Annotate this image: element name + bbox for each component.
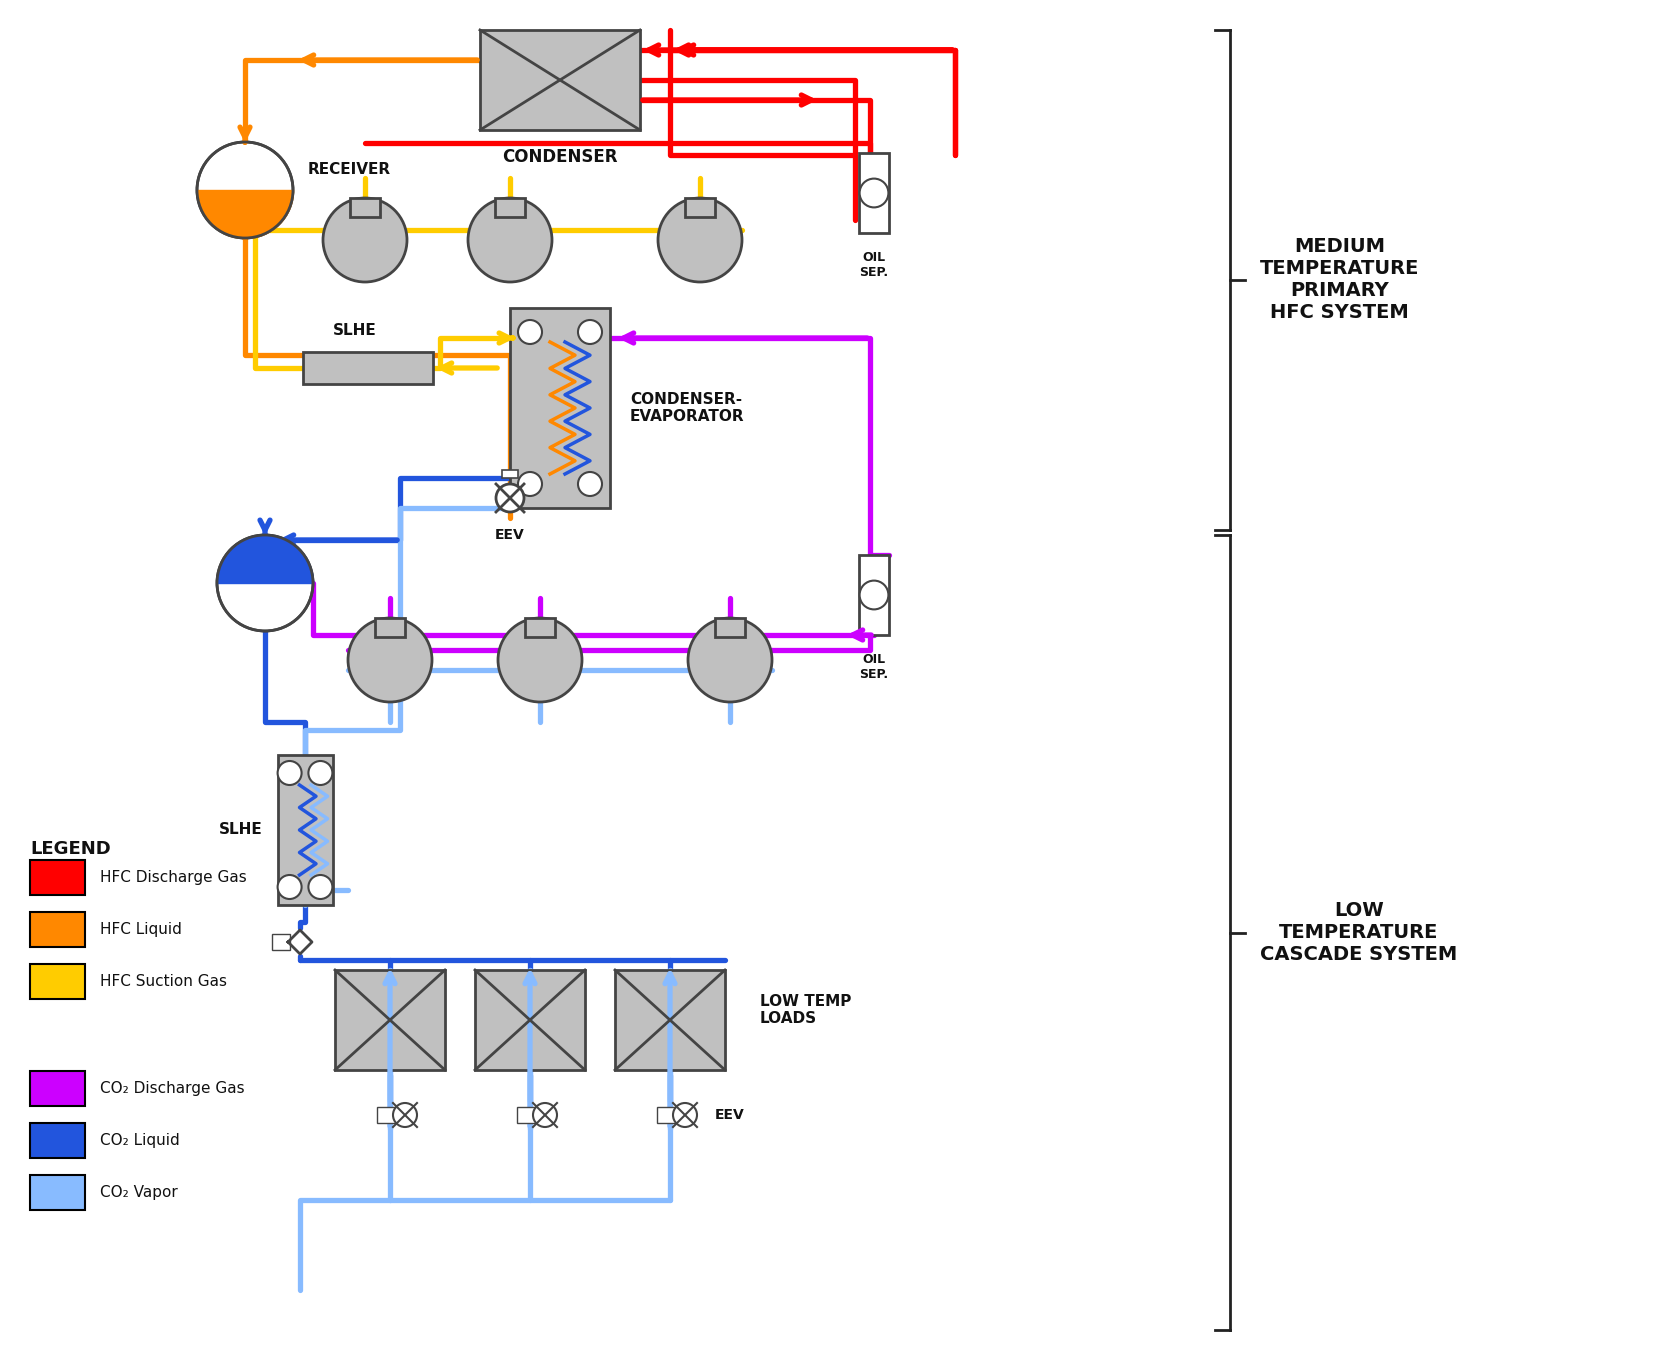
Text: OIL
SEP.: OIL SEP.: [859, 653, 888, 681]
Circle shape: [496, 484, 524, 512]
Text: SLHE: SLHE: [219, 822, 263, 837]
FancyBboxPatch shape: [375, 618, 405, 637]
FancyBboxPatch shape: [518, 1107, 538, 1123]
Circle shape: [394, 1103, 417, 1128]
FancyBboxPatch shape: [271, 934, 290, 949]
FancyBboxPatch shape: [30, 1071, 85, 1106]
Text: CONDENSER: CONDENSER: [502, 148, 618, 166]
FancyBboxPatch shape: [30, 912, 85, 947]
Text: RECEIVER: RECEIVER: [308, 163, 392, 178]
FancyBboxPatch shape: [502, 470, 518, 478]
FancyBboxPatch shape: [30, 1175, 85, 1210]
Text: HFC Liquid: HFC Liquid: [100, 922, 183, 937]
Text: HFC Suction Gas: HFC Suction Gas: [100, 974, 228, 989]
Circle shape: [658, 199, 742, 282]
FancyBboxPatch shape: [715, 618, 745, 637]
Circle shape: [578, 473, 601, 496]
Circle shape: [348, 618, 432, 701]
Text: LOW TEMP
LOADS: LOW TEMP LOADS: [760, 993, 851, 1026]
FancyBboxPatch shape: [278, 755, 333, 906]
Text: CO₂ Vapor: CO₂ Vapor: [100, 1185, 178, 1200]
Circle shape: [518, 321, 543, 344]
FancyBboxPatch shape: [303, 352, 434, 384]
Text: LEGEND: LEGEND: [30, 840, 111, 858]
Circle shape: [688, 618, 772, 701]
Text: MEDIUM
TEMPERATURE
PRIMARY
HFC SYSTEM: MEDIUM TEMPERATURE PRIMARY HFC SYSTEM: [1260, 237, 1419, 322]
Circle shape: [278, 875, 302, 899]
FancyBboxPatch shape: [685, 199, 715, 216]
FancyBboxPatch shape: [526, 618, 554, 637]
FancyBboxPatch shape: [476, 970, 585, 1070]
Circle shape: [218, 536, 313, 632]
FancyBboxPatch shape: [481, 30, 640, 130]
Text: LOW
TEMPERATURE
CASCADE SYSTEM: LOW TEMPERATURE CASCADE SYSTEM: [1260, 901, 1457, 964]
FancyBboxPatch shape: [335, 970, 446, 1070]
FancyBboxPatch shape: [657, 1107, 677, 1123]
Circle shape: [323, 199, 407, 282]
FancyBboxPatch shape: [615, 970, 725, 1070]
FancyBboxPatch shape: [496, 199, 524, 216]
FancyBboxPatch shape: [30, 860, 85, 895]
FancyBboxPatch shape: [350, 199, 380, 216]
Text: EEV: EEV: [496, 527, 524, 543]
Text: CO₂ Discharge Gas: CO₂ Discharge Gas: [100, 1081, 245, 1096]
Circle shape: [518, 473, 543, 496]
FancyBboxPatch shape: [377, 1107, 397, 1123]
Circle shape: [467, 199, 553, 282]
Circle shape: [859, 581, 888, 610]
Circle shape: [673, 1103, 697, 1128]
FancyBboxPatch shape: [30, 1123, 85, 1158]
Circle shape: [308, 760, 332, 785]
Circle shape: [308, 875, 332, 899]
Text: CO₂ Liquid: CO₂ Liquid: [100, 1133, 179, 1148]
Text: CONDENSER-
EVAPORATOR: CONDENSER- EVAPORATOR: [630, 392, 745, 425]
Text: HFC Discharge Gas: HFC Discharge Gas: [100, 870, 246, 885]
Circle shape: [859, 178, 888, 207]
Circle shape: [278, 760, 302, 785]
FancyBboxPatch shape: [859, 555, 889, 636]
FancyBboxPatch shape: [30, 964, 85, 999]
Circle shape: [198, 142, 293, 238]
Text: SLHE: SLHE: [333, 323, 377, 338]
Text: OIL
SEP.: OIL SEP.: [859, 251, 888, 279]
Circle shape: [497, 618, 581, 701]
Circle shape: [533, 1103, 558, 1128]
FancyBboxPatch shape: [859, 153, 889, 233]
FancyBboxPatch shape: [509, 308, 610, 508]
Circle shape: [578, 321, 601, 344]
Text: EEV: EEV: [715, 1108, 745, 1122]
